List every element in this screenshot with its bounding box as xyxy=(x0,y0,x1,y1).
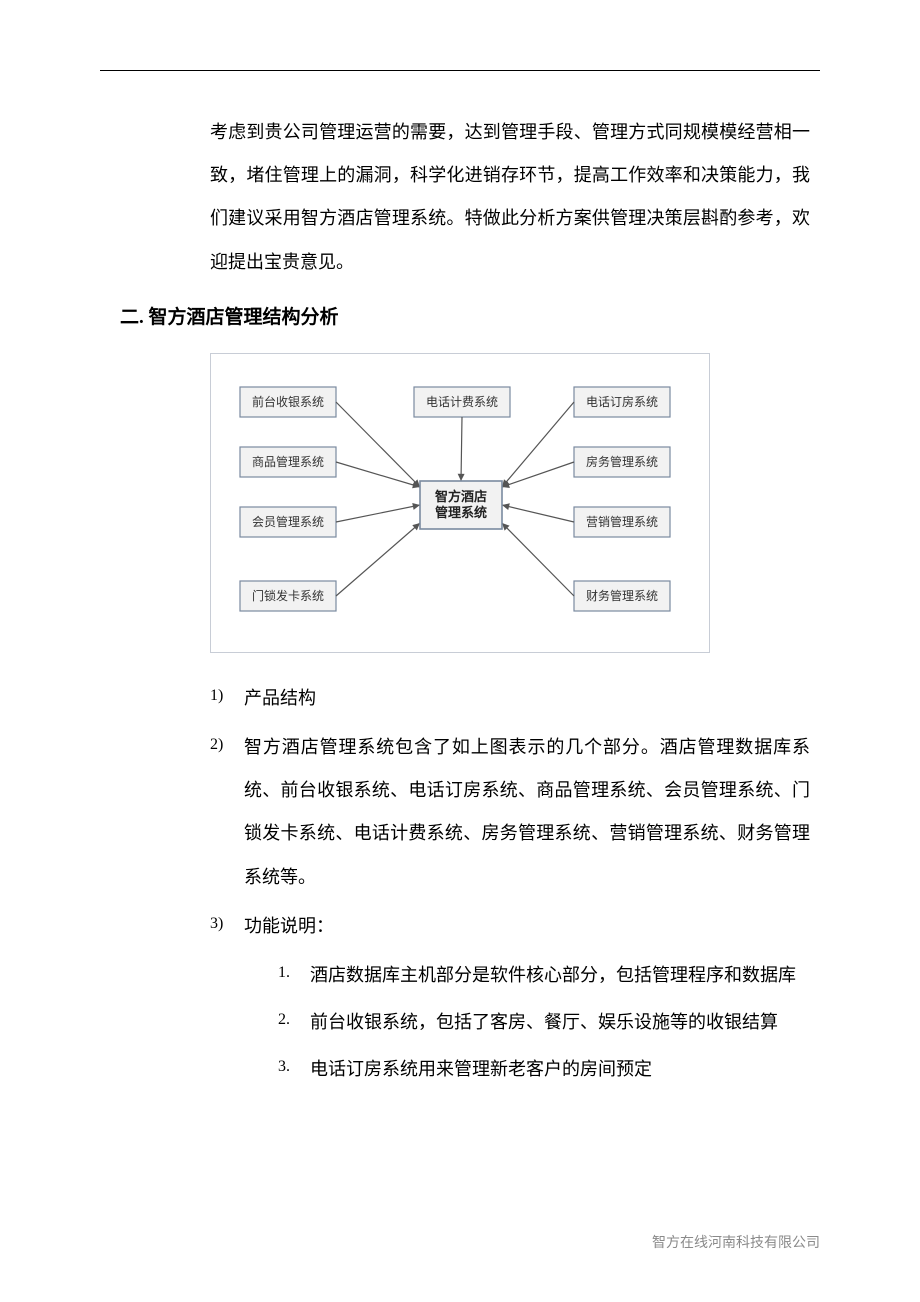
list-item-text: 产品结构 xyxy=(244,688,316,708)
section-2-heading: 二. 智方酒店管理结构分析 xyxy=(120,302,820,329)
page: 考虑到贵公司管理运营的需要，达到管理手段、管理方式同规模模经营相一致，堵住管理上… xyxy=(0,0,920,1302)
sub-list-item-text: 前台收银系统，包括了客房、餐厅、娱乐设施等的收银结算 xyxy=(310,1012,778,1032)
svg-text:门锁发卡系统: 门锁发卡系统 xyxy=(252,588,324,603)
sub-list-item-text: 电话订房系统用来管理新老客户的房间预定 xyxy=(310,1059,652,1079)
intro-paragraph: 考虑到贵公司管理运营的需要，达到管理手段、管理方式同规模模经营相一致，堵住管理上… xyxy=(210,111,810,284)
list-item-number: 3) xyxy=(210,905,223,943)
svg-text:电话订房系统: 电话订房系统 xyxy=(586,394,658,409)
sub-list: 1. 酒店数据库主机部分是软件核心部分，包括管理程序和数据库 2. 前台收银系统，包括… xyxy=(278,954,810,1092)
svg-text:房务管理系统: 房务管理系统 xyxy=(586,454,658,469)
svg-text:前台收银系统: 前台收银系统 xyxy=(252,394,324,409)
svg-text:财务管理系统: 财务管理系统 xyxy=(586,588,658,603)
svg-text:电话计费系统: 电话计费系统 xyxy=(426,395,498,409)
footer-company: 智方在线河南科技有限公司 xyxy=(652,1232,820,1252)
numbered-list: 1) 产品结构 2) 智方酒店管理系统包含了如上图表示的几个部分。酒店管理数据库系统、… xyxy=(210,677,810,1092)
top-rule xyxy=(100,70,820,71)
list-item: 3) 功能说明： 1. 酒店数据库主机部分是软件核心部分，包括管理程序和数据库 2. 前台… xyxy=(210,905,810,1092)
sub-list-item: 2. 前台收银系统，包括了客房、餐厅、娱乐设施等的收银结算 xyxy=(278,1001,810,1044)
list-item-number: 2) xyxy=(210,726,223,764)
sub-list-item-text: 酒店数据库主机部分是软件核心部分，包括管理程序和数据库 xyxy=(310,965,796,985)
sub-list-item-number: 3. xyxy=(278,1048,290,1086)
list-item-text: 智方酒店管理系统包含了如上图表示的几个部分。酒店管理数据库系统、前台收银系统、电… xyxy=(244,737,810,887)
svg-text:会员管理系统: 会员管理系统 xyxy=(252,514,324,529)
list-item: 2) 智方酒店管理系统包含了如上图表示的几个部分。酒店管理数据库系统、前台收银系统… xyxy=(210,726,810,899)
sub-list-item-number: 1. xyxy=(278,954,290,992)
svg-text:管理系统: 管理系统 xyxy=(435,505,487,520)
sub-list-item: 3. 电话订房系统用来管理新老客户的房间预定 xyxy=(278,1048,810,1091)
svg-text:商品管理系统: 商品管理系统 xyxy=(252,454,324,469)
sub-list-item-number: 2. xyxy=(278,1001,290,1039)
list-item: 1) 产品结构 xyxy=(210,677,810,720)
svg-text:营销管理系统: 营销管理系统 xyxy=(586,514,658,529)
svg-text:智方酒店: 智方酒店 xyxy=(435,489,487,504)
structure-diagram-svg: 前台收银系统商品管理系统会员管理系统门锁发卡系统 电话订房系统房务管理系统营销管理… xyxy=(210,353,710,653)
structure-diagram: 前台收银系统商品管理系统会员管理系统门锁发卡系统 电话订房系统房务管理系统营销管理… xyxy=(210,353,710,653)
list-item-text: 功能说明： xyxy=(244,916,334,936)
list-item-number: 1) xyxy=(210,677,223,715)
sub-list-item: 1. 酒店数据库主机部分是软件核心部分，包括管理程序和数据库 xyxy=(278,954,810,997)
